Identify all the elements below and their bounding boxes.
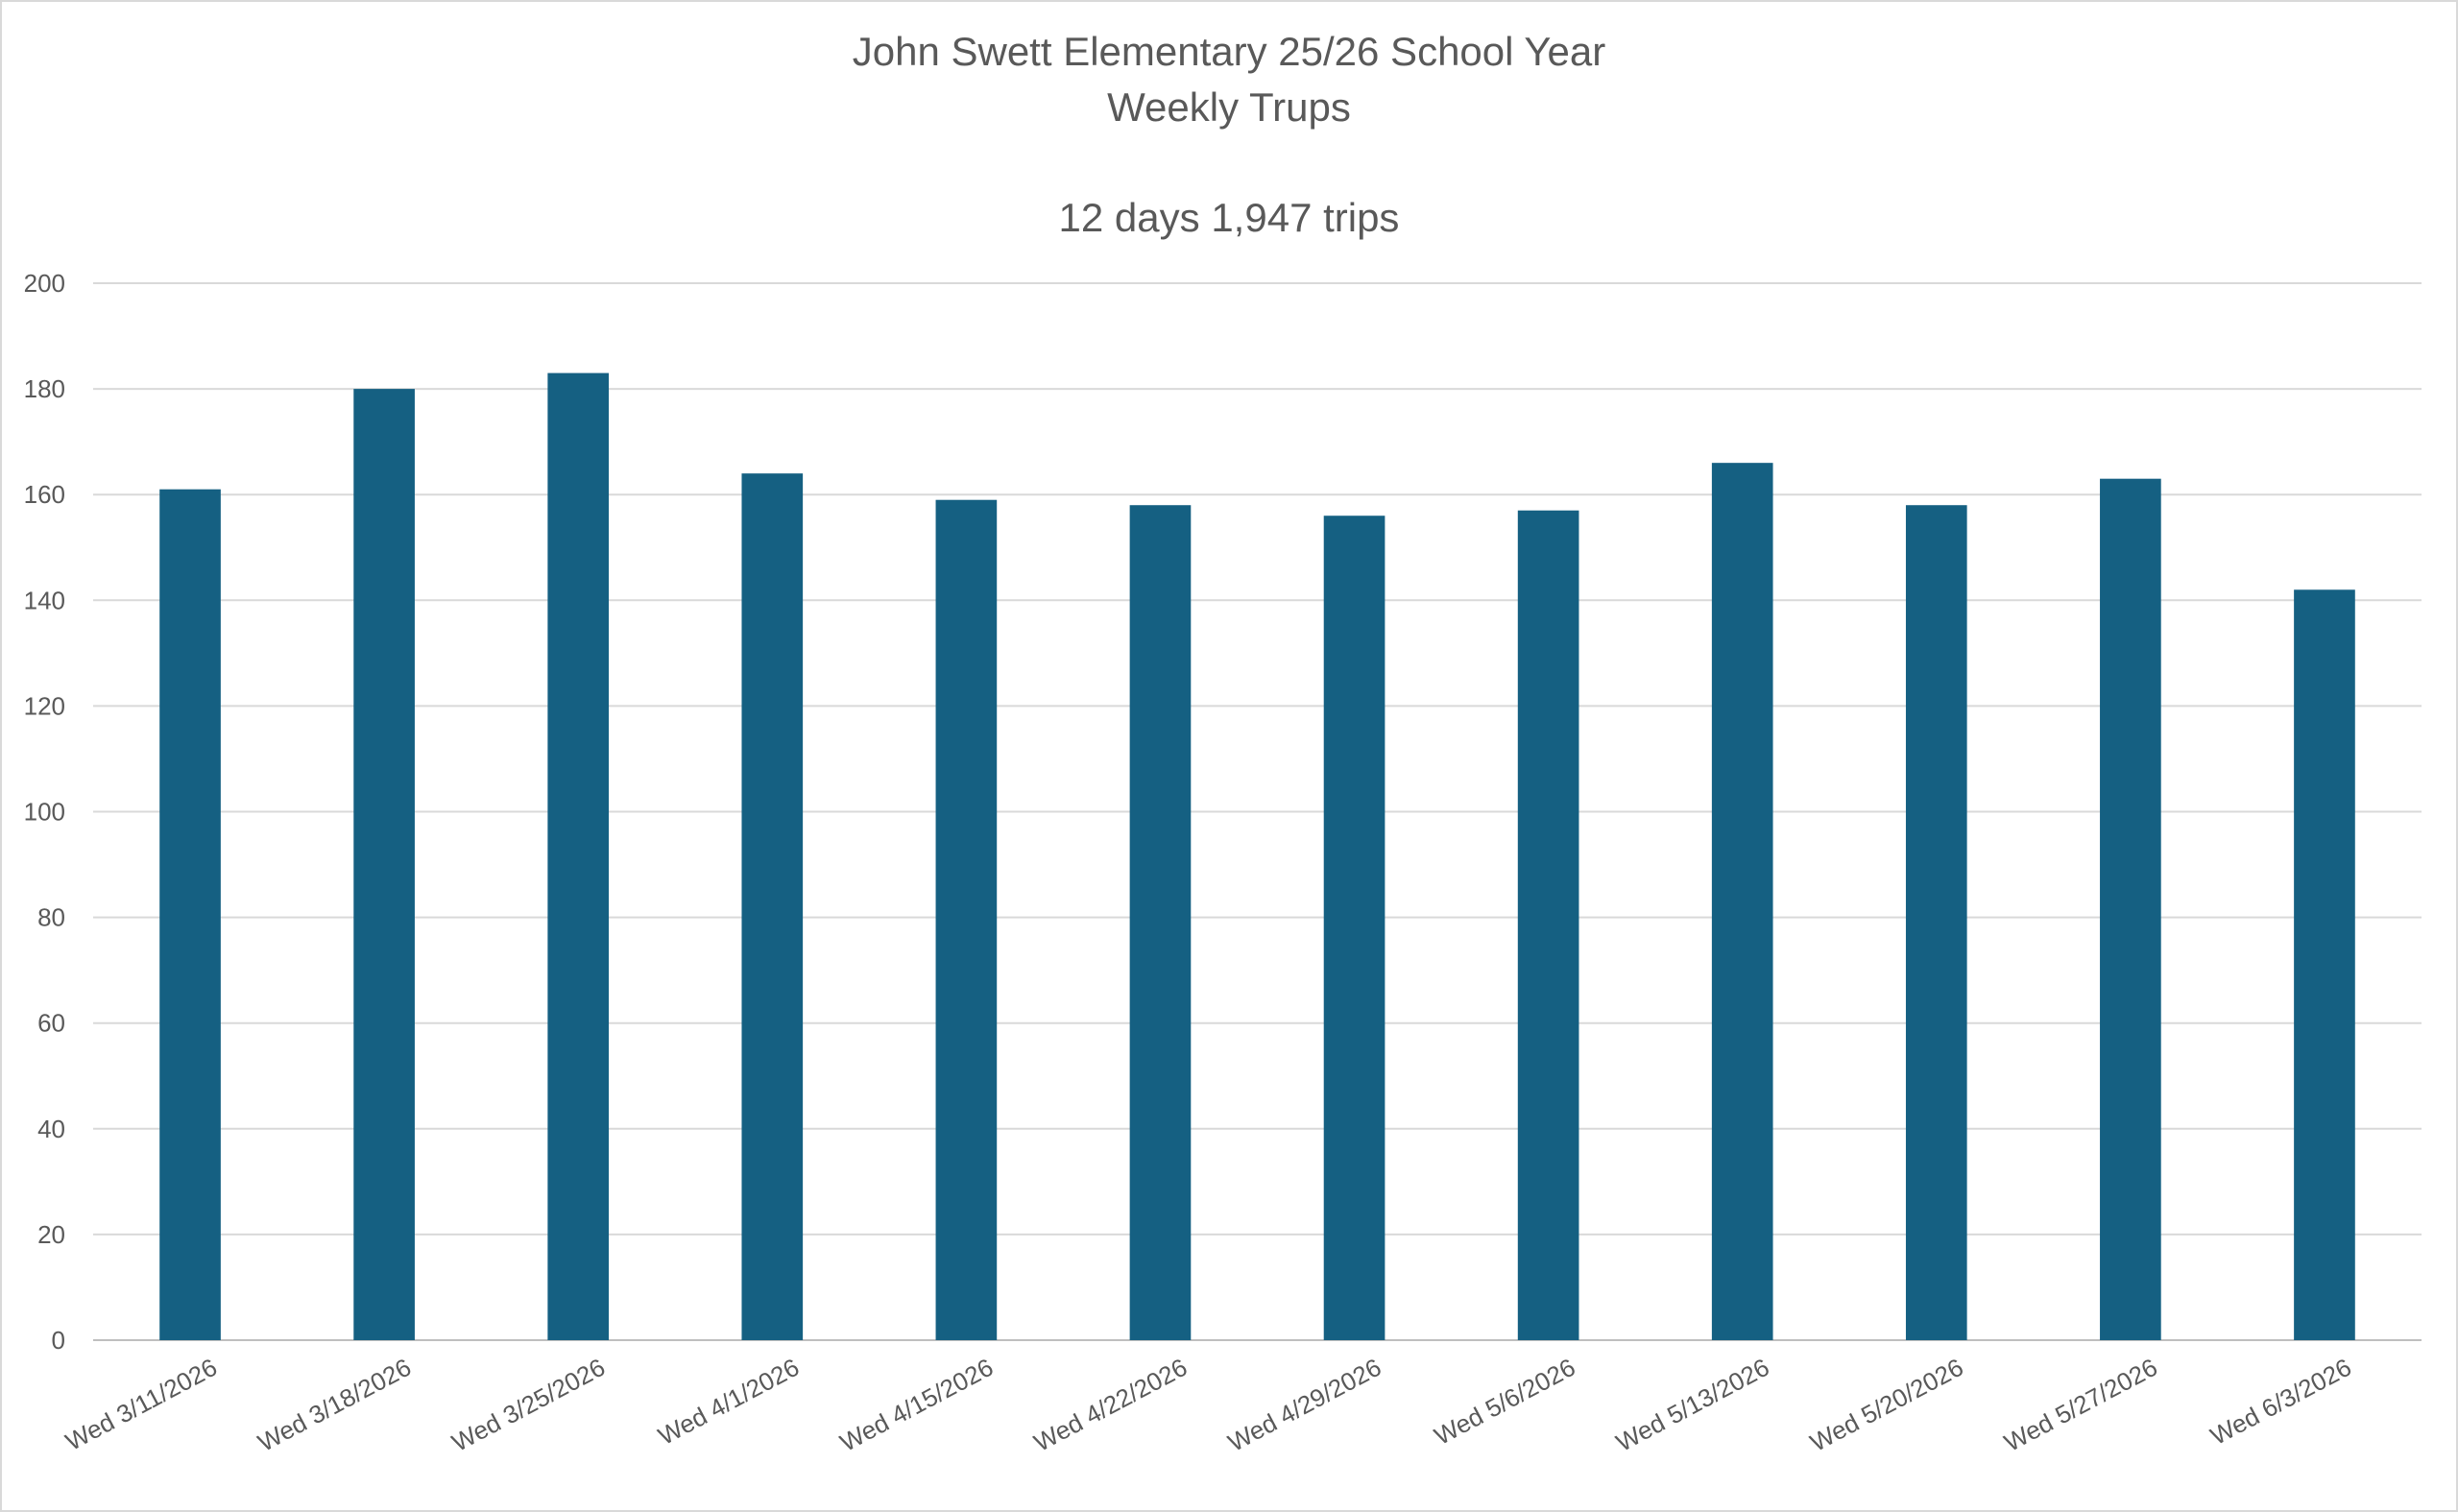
bar [1905,505,1967,1340]
x-tick-label: Wed 5/13/2026 [1611,1353,1773,1457]
gridlines [93,282,2422,1341]
bar [2100,478,2161,1340]
y-tick-label: 100 [24,798,65,827]
x-tick-label: Wed 3/25/2026 [447,1353,610,1457]
y-tick-label: 80 [37,903,65,932]
y-tick-label: 160 [24,480,65,509]
y-tick-label: 140 [24,586,65,614]
x-tick-label: Wed 5/27/2026 [1999,1353,2161,1457]
bars [159,372,2355,1341]
bar [1323,516,1386,1340]
bar [2294,589,2355,1340]
y-tick-label: 60 [37,1009,65,1038]
x-tick-label: Wed 6/3/2026 [2205,1353,2356,1451]
y-tick-label: 120 [24,691,65,720]
chart-title-line-2: Weekly Trups [1107,84,1351,130]
y-tick-label: 180 [24,374,65,403]
chart-title-line-1: John Swett Elementary 25/26 School Year [852,29,1606,74]
y-tick-label: 0 [52,1326,65,1355]
bar [1711,463,1773,1340]
bar [547,372,610,1341]
x-tick-label: Wed 4/1/2026 [653,1353,804,1451]
bar [1517,510,1579,1340]
y-tick-label: 20 [37,1220,65,1249]
x-tick-label: Wed 5/20/2026 [1805,1353,1967,1457]
y-tick-label: 40 [37,1115,65,1143]
bar [935,499,998,1340]
x-axis-ticks: Wed 3/11/2026 Wed 3/18/2026 Wed 3/25/2026 W… [60,1353,2356,1457]
bar [159,489,221,1340]
x-tick-label: Wed 3/18/2026 [253,1353,416,1457]
y-tick-label: 200 [24,269,65,298]
x-tick-label: Wed 3/11/2026 [60,1353,222,1456]
x-tick-label: Wed 4/22/2026 [1029,1353,1192,1457]
x-tick-label: Wed 5/6/2026 [1430,1353,1580,1451]
y-axis-ticks: 0 20 40 60 80 100 120 140 160 180 200 [24,269,65,1355]
bar [1129,505,1192,1340]
bar [353,389,415,1341]
bar [741,473,804,1340]
chart-subtitle: 12 days 1,947 trips [1058,195,1400,240]
x-tick-label: Wed 4/29/2026 [1223,1353,1386,1457]
x-tick-label: Wed 4/15/2026 [835,1353,998,1457]
